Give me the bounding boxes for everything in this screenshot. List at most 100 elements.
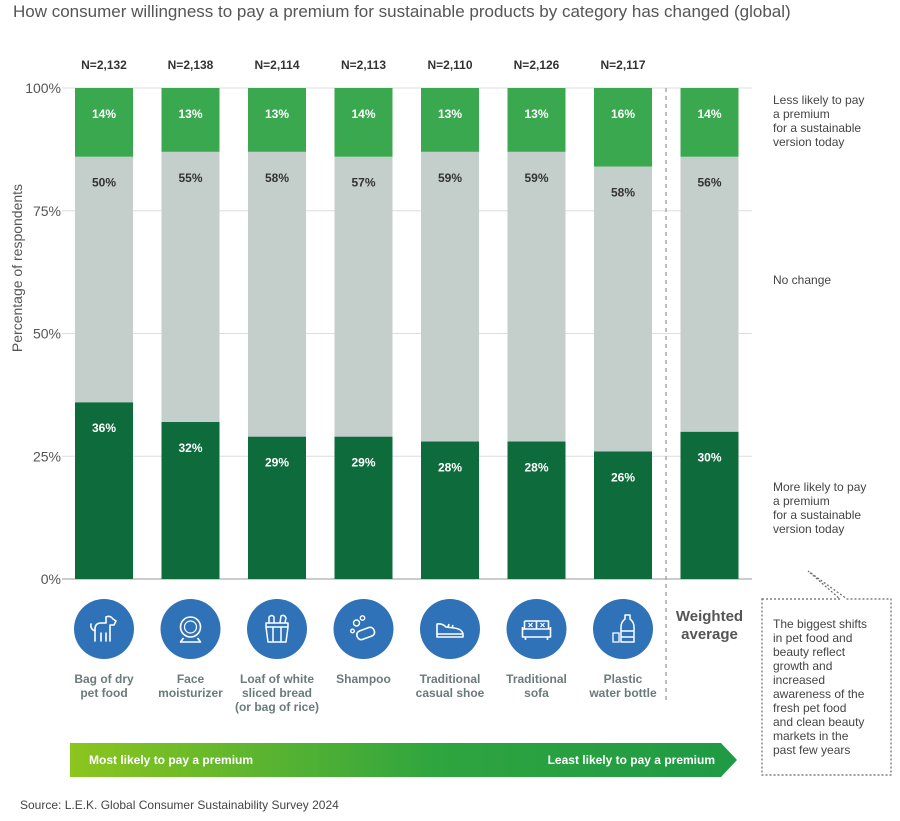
bar-segment [421,441,479,579]
legend-entry: No change [773,273,831,287]
bar-segment [421,88,479,152]
legend-entry: version today [773,135,844,149]
bar-segment [507,441,566,579]
bar-segment [161,421,220,579]
bar-segment [248,88,306,152]
arrow-left-label: Most likely to pay a premium [89,753,253,767]
gradient-arrow-shape [70,743,737,777]
legend-entry: More likely to pay [773,480,866,494]
y-tick-label: 25% [33,448,61,464]
category-label: (or bag of rice) [235,700,319,714]
callout-box [761,570,892,776]
bar-segment [75,156,133,403]
sample-size-label: N=2,114 [254,58,299,72]
category-label: sliced bread [242,686,312,700]
category-label: moisturizer [158,686,223,700]
bar-segment [507,151,566,442]
bar-segment [334,436,393,579]
icon-badge [160,599,221,659]
data-label: 28% [524,461,548,475]
weighted-average-text: Weighted [676,608,743,625]
icon-badge [593,599,653,659]
data-label: 26% [611,470,635,484]
data-label: 14% [351,107,375,121]
bar-segment [75,88,133,157]
data-label: 32% [178,441,202,455]
bar-group: 26% 58% 16% [594,88,652,579]
y-tick-label: 100% [25,80,61,96]
data-label: 30% [697,451,721,465]
data-label: 36% [92,421,116,435]
bar-segment [594,88,652,167]
bar-group: 30% 56% 14% [680,88,739,579]
callout-line: beauty reflect [773,645,846,659]
callout-line: growth and [773,659,832,673]
source-note: Source: L.E.K. Global Consumer Sustainab… [20,798,339,812]
y-tick-label: 75% [33,203,61,219]
data-label: 29% [265,456,289,470]
data-label: 58% [265,171,289,185]
category-label: pet food [80,686,127,700]
y-axis-label: Percentage of respondents [9,184,25,352]
callout-line: past few years [773,743,850,757]
sample-size-label: N=2,110 [427,58,472,72]
callout-line: The biggest shifts [773,617,867,631]
bar-segment [421,151,479,442]
bar-segment [594,451,652,579]
data-label: 55% [178,171,202,185]
bar-group: 29% 58% 13% [248,88,306,579]
y-axis-ticks: 0% 25% 50% 75% 100% [25,80,61,587]
data-label: 13% [178,107,202,121]
sample-size-labels: N=2,132 N=2,138 N=2,114 N=2,113 N=2,110 N=2,1… [81,58,646,72]
category-label: Bag of dry [74,672,134,686]
legend-entry: Less likely to pay [773,93,864,107]
y-tick-label: 0% [41,571,61,587]
bar-segment [680,431,739,579]
icon-badge [247,599,307,659]
legend-entry: for a sustainable [773,121,861,135]
category-label: Plastic [604,672,643,686]
bar-group: 28% 59% 13% [421,88,479,579]
bar-segment [680,156,739,432]
data-label: 59% [524,171,548,185]
premium-gradient-arrow: Most likely to pay a premium Least likel… [70,743,737,777]
bar-segment [507,88,566,152]
bar-group: 32% 55% 13% [161,88,220,579]
callout-line: increased [773,673,825,687]
legend-entry: a premium [773,107,830,121]
arrow-right-label: Least likely to pay a premium [548,753,715,767]
category-label: sofa [524,686,549,700]
dog-icon [74,599,134,659]
data-label: 14% [92,107,116,121]
data-label: 50% [92,176,116,190]
bar-group: 36% 50% 14% [75,88,133,579]
category-icons [74,599,653,659]
bar-group: 29% 57% 14% [334,88,393,579]
sample-size-label: N=2,117 [600,58,645,72]
legend-entry: a premium [773,494,830,508]
data-label: 56% [697,176,721,190]
category-label: casual shoe [416,686,485,700]
water-bottle-icon [593,599,653,659]
data-label: 13% [524,107,548,121]
sample-size-label: N=2,132 [81,58,127,72]
bar-segment [248,436,306,579]
data-label: 16% [611,107,635,121]
bar-segment [334,156,393,437]
callout-line: and clean beauty [773,715,864,729]
shampoo-bubbles-icon [333,599,394,659]
sample-size-label: N=2,126 [514,58,560,72]
category-label: Face [177,672,205,686]
callout-line: awareness of the [773,687,865,701]
bar-segment [161,88,220,152]
data-label: 59% [438,171,462,185]
bar-segment [248,151,306,437]
data-label: 57% [351,176,375,190]
data-label: 29% [351,456,375,470]
shoe-icon [420,599,480,659]
bread-basket-icon [247,599,307,659]
data-label: 13% [265,107,289,121]
icon-badge [74,599,134,659]
